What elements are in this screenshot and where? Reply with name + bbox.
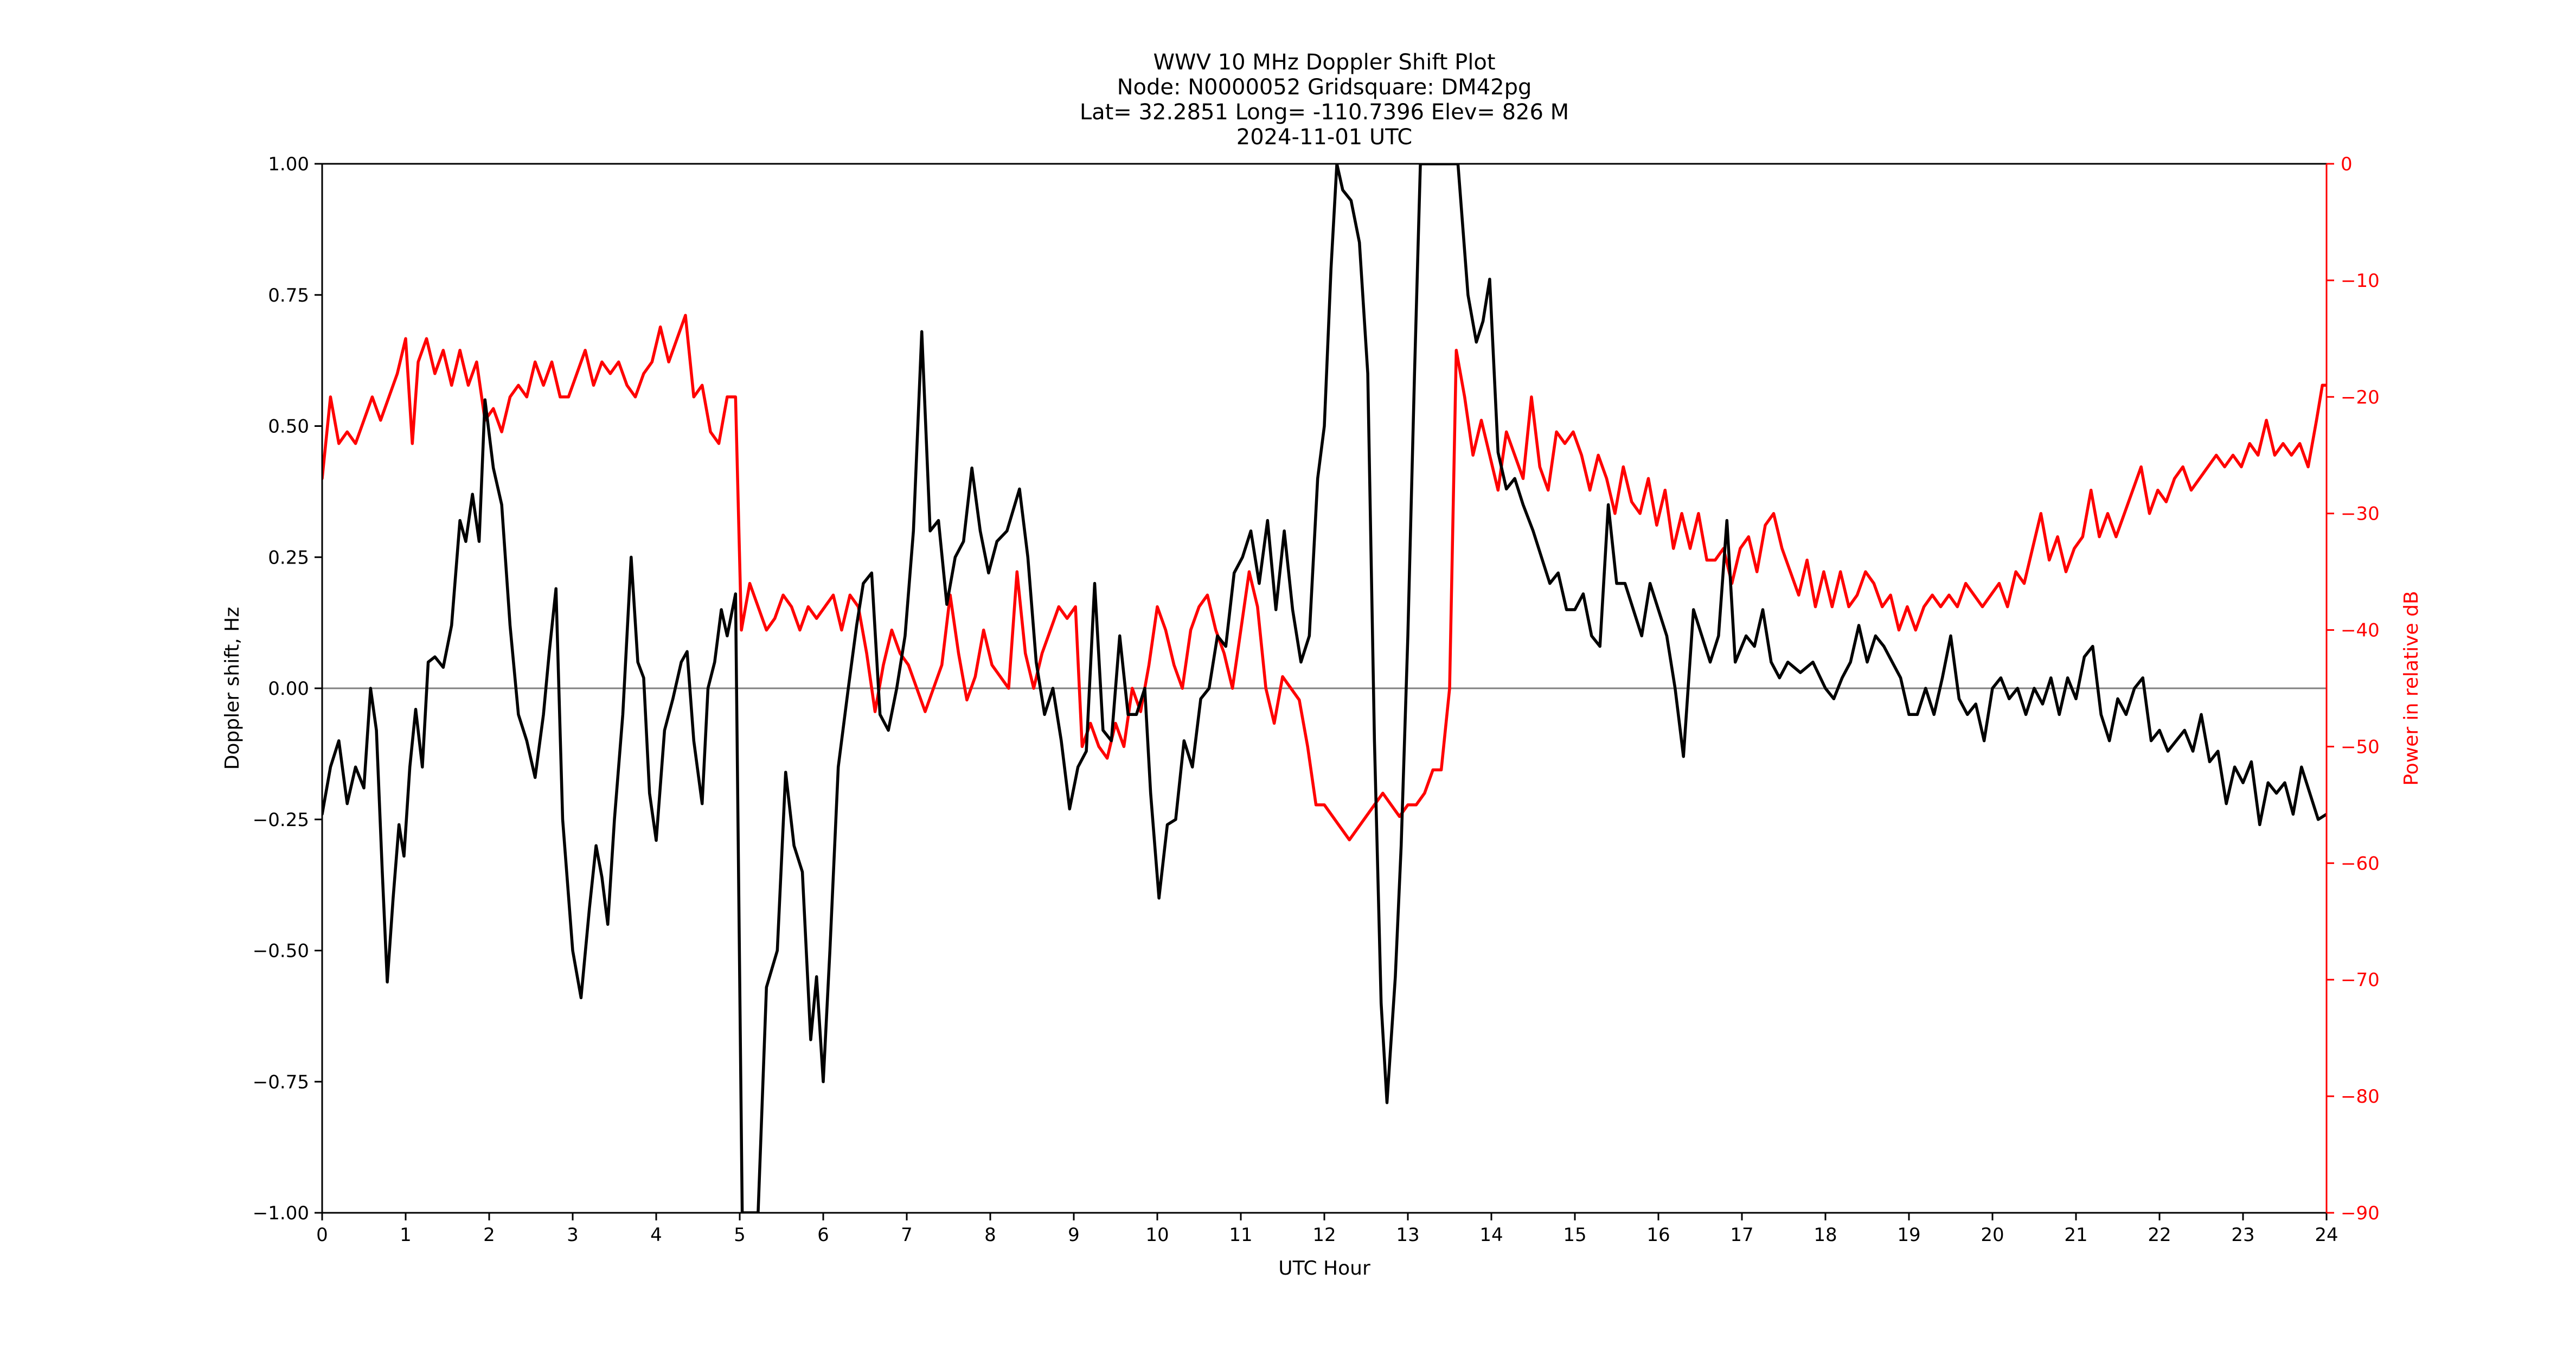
x-tick-label: 16 bbox=[1646, 1224, 1670, 1246]
y2-tick-label: −80 bbox=[2341, 1086, 2380, 1108]
y2-tick-label: −60 bbox=[2341, 853, 2380, 874]
y-axis-label: Doppler shift, Hz bbox=[221, 607, 243, 770]
x-tick-label: 11 bbox=[1229, 1224, 1252, 1246]
y2-tick-label: −50 bbox=[2341, 736, 2380, 758]
y-tick-label: 1.00 bbox=[268, 153, 309, 175]
title-line-4: 2024-11-01 UTC bbox=[1236, 125, 1412, 150]
x-axis-ticks: 0 1 2 3 4 5 6 7 8 9 10 11 12 13 14 15 16 17 18 19 20 21 22 23 24 bbox=[316, 1213, 2338, 1246]
y-tick-label: 0.00 bbox=[268, 678, 309, 700]
power-series-line bbox=[322, 314, 2327, 842]
x-tick-label: 1 bbox=[400, 1224, 412, 1246]
x-tick-label: 8 bbox=[984, 1224, 996, 1246]
x-tick-label: 0 bbox=[316, 1224, 328, 1246]
y2-tick-label: −40 bbox=[2341, 620, 2380, 642]
x-tick-label: 5 bbox=[734, 1224, 746, 1246]
y-tick-label: 0.25 bbox=[268, 547, 309, 568]
x-tick-label: 10 bbox=[1145, 1224, 1169, 1246]
x-tick-label: 17 bbox=[1730, 1224, 1753, 1246]
y-tick-label: −1.00 bbox=[253, 1203, 309, 1224]
series-lines bbox=[322, 164, 2327, 1213]
y2-tick-label: −70 bbox=[2341, 969, 2380, 991]
y2-axis-ticks: −90 −80 −70 −60 −50 −40 −30 −20 −10 0 bbox=[2327, 153, 2380, 1224]
x-tick-label: 24 bbox=[2315, 1224, 2338, 1246]
x-tick-label: 2 bbox=[483, 1224, 495, 1246]
x-tick-label: 22 bbox=[2148, 1224, 2171, 1246]
title-line-3: Lat= 32.2851 Long= -110.7396 Elev= 826 M bbox=[1080, 100, 1569, 125]
x-tick-label: 12 bbox=[1312, 1224, 1336, 1246]
y-tick-label: 0.75 bbox=[268, 285, 309, 306]
x-tick-label: 13 bbox=[1396, 1224, 1419, 1246]
x-axis-label: UTC Hour bbox=[1278, 1257, 1370, 1280]
y2-tick-label: 0 bbox=[2341, 153, 2353, 175]
x-tick-label: 6 bbox=[817, 1224, 829, 1246]
x-tick-label: 9 bbox=[1068, 1224, 1080, 1246]
y2-axis-label: Power in relative dB bbox=[2400, 591, 2423, 785]
y2-tick-label: −30 bbox=[2341, 503, 2380, 525]
y2-tick-label: −20 bbox=[2341, 387, 2380, 408]
x-tick-label: 23 bbox=[2231, 1224, 2254, 1246]
x-tick-label: 19 bbox=[1897, 1224, 1920, 1246]
x-tick-label: 20 bbox=[1981, 1224, 2004, 1246]
x-tick-label: 14 bbox=[1479, 1224, 1503, 1246]
doppler-shift-series-line bbox=[322, 164, 2327, 1213]
y-tick-label: 0.50 bbox=[268, 416, 309, 438]
x-tick-label: 3 bbox=[567, 1224, 579, 1246]
x-tick-label: 4 bbox=[650, 1224, 662, 1246]
x-tick-label: 15 bbox=[1563, 1224, 1586, 1246]
y-tick-label: −0.50 bbox=[253, 941, 309, 962]
x-tick-label: 18 bbox=[1814, 1224, 1837, 1246]
x-tick-label: 21 bbox=[2064, 1224, 2087, 1246]
y2-tick-label: −90 bbox=[2341, 1203, 2380, 1224]
y-axis-ticks: −1.00 −0.75 −0.50 −0.25 0.00 0.25 0.50 0.75 1.00 bbox=[253, 153, 322, 1224]
title-line-2: Node: N0000052 Gridsquare: DM42pg bbox=[1117, 75, 1532, 100]
y2-tick-label: −10 bbox=[2341, 270, 2380, 292]
y-tick-label: −0.25 bbox=[253, 809, 309, 831]
y-tick-label: −0.75 bbox=[253, 1071, 309, 1093]
title-line-1: WWV 10 MHz Doppler Shift Plot bbox=[1153, 50, 1495, 75]
x-tick-label: 7 bbox=[901, 1224, 913, 1246]
